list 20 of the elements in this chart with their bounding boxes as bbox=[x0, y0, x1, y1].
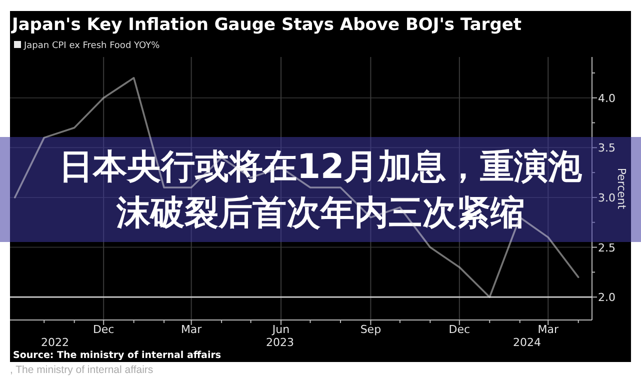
y-tick-label: 3.0 bbox=[598, 191, 616, 204]
x-tick-label: Sep bbox=[360, 323, 382, 336]
annotation: 日本央行或将在12月加息，重演泡沫破裂后首次年内三次紧缩 bbox=[58, 146, 584, 234]
x-tick-label: Mar bbox=[180, 323, 202, 336]
source-note: Source: The ministry of internal affairs bbox=[13, 350, 222, 361]
text: 2022 bbox=[41, 336, 69, 349]
x-tick-label: Jun bbox=[271, 323, 290, 336]
x-tick-label: Dec bbox=[448, 323, 470, 336]
chart-title: Japan's Key Inflation Gauge Stays Above BOJ's Target bbox=[11, 15, 522, 35]
y-tick-label: 2.0 bbox=[598, 291, 616, 304]
legend-label: Japan CPI ex Fresh Food YOY% bbox=[23, 41, 160, 51]
text: 2023 bbox=[266, 336, 294, 349]
text: 2024 bbox=[513, 336, 541, 349]
x-tick-label: Mar bbox=[538, 323, 559, 336]
y-tick-label: 3.5 bbox=[598, 142, 616, 155]
text: , The ministry of internal affairs bbox=[10, 364, 154, 376]
x-tick-label: Dec bbox=[92, 323, 114, 336]
y-axis-title: Percent bbox=[615, 168, 628, 210]
y-tick-label: 2.5 bbox=[598, 241, 616, 254]
y-tick-label: 4.0 bbox=[598, 92, 616, 105]
